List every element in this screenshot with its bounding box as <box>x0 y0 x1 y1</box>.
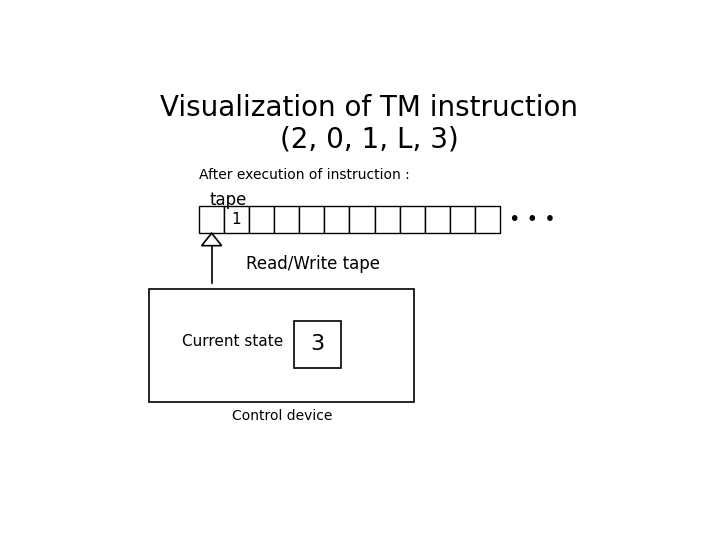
Bar <box>249 206 274 233</box>
Bar <box>274 206 300 233</box>
Bar <box>475 206 500 233</box>
Text: Current state: Current state <box>182 334 284 349</box>
Bar <box>324 206 349 233</box>
Bar <box>450 206 475 233</box>
Bar <box>374 206 400 233</box>
Text: tape: tape <box>210 191 248 209</box>
Text: Read/Write tape: Read/Write tape <box>246 255 380 273</box>
Bar <box>148 289 413 402</box>
Text: 3: 3 <box>310 334 325 354</box>
Text: • • •: • • • <box>508 210 555 229</box>
Bar <box>199 206 224 233</box>
Text: After execution of instruction :: After execution of instruction : <box>199 168 410 182</box>
Bar <box>425 206 450 233</box>
Text: Control device: Control device <box>233 409 333 423</box>
Text: Visualization of TM instruction: Visualization of TM instruction <box>160 94 578 123</box>
Text: 1: 1 <box>232 212 241 227</box>
Bar <box>300 206 324 233</box>
Bar <box>400 206 425 233</box>
Bar <box>224 206 249 233</box>
Bar <box>349 206 374 233</box>
Text: (2, 0, 1, L, 3): (2, 0, 1, L, 3) <box>279 126 459 154</box>
Bar <box>294 321 341 368</box>
